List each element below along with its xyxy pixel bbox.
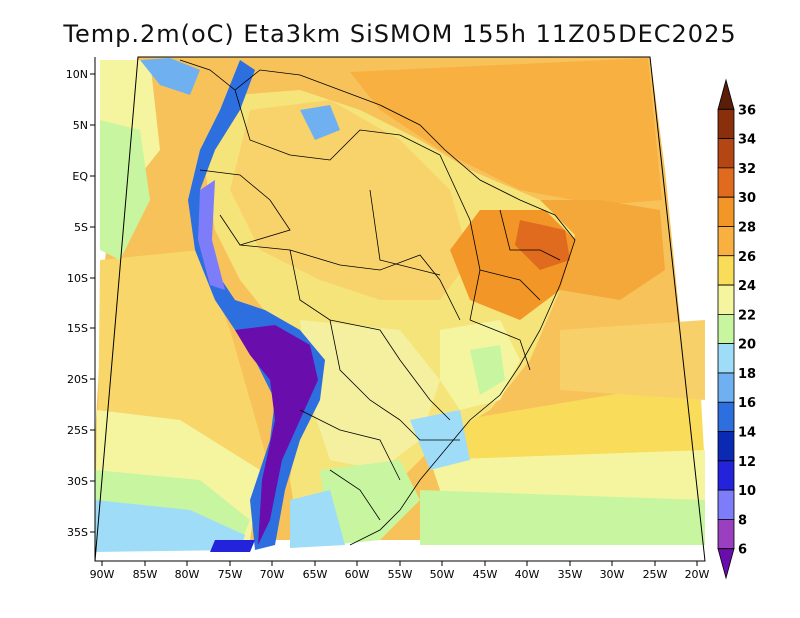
country-borders (179, 59, 576, 546)
colorbar-segment (717, 255, 735, 286)
colorbar-segment (717, 108, 735, 139)
colorbar-segment (717, 313, 735, 345)
longitude-axis: 90W 85W 80W 75W 70W 65W 60W 55W 50W 45W … (90, 561, 710, 581)
lon-label: 35W (558, 568, 583, 581)
lon-label: 90W (90, 568, 115, 581)
colorbar-segment (717, 460, 735, 491)
lon-label: 85W (133, 568, 158, 581)
lat-label: 25S (67, 424, 88, 437)
colorbar-segment (717, 196, 735, 227)
colorbar-label: 22 (738, 308, 756, 323)
colorbar-label: 12 (738, 455, 756, 470)
colorbar-segment (717, 401, 735, 432)
colorbar-label: 10 (738, 484, 756, 499)
lon-label: 70W (260, 568, 285, 581)
lon-label: 40W (515, 568, 540, 581)
colorbar-segment (717, 138, 735, 169)
lon-label: 80W (175, 568, 200, 581)
colorbar-label: 34 (738, 133, 756, 148)
colorbar-label: 16 (738, 396, 756, 411)
colorbar-segment (717, 548, 735, 580)
colorbar-label: 18 (738, 367, 756, 382)
map-field (95, 57, 705, 552)
lat-label: EQ (72, 170, 88, 183)
colorbar-label: 20 (738, 338, 756, 353)
lon-label: 65W (303, 568, 328, 581)
colorbar-segment (717, 226, 735, 257)
colorbar-segment (717, 431, 735, 462)
colorbar-label: 24 (738, 279, 756, 294)
lat-label: 30S (67, 475, 88, 488)
colorbar-label: 8 (738, 513, 747, 528)
lon-label: 55W (388, 568, 413, 581)
lon-label: 45W (473, 568, 498, 581)
lon-label: 50W (430, 568, 455, 581)
lat-label: 10S (67, 272, 88, 285)
lat-label: 15S (67, 322, 88, 335)
colorbar-label: 26 (738, 250, 756, 265)
colorbar: 36 34 32 30 28 26 24 22 20 18 16 14 12 10 8 6 (717, 78, 756, 580)
colorbar-segment (717, 78, 735, 110)
colorbar-segment (717, 519, 735, 550)
lon-label: 25W (643, 568, 668, 581)
colorbar-segment (717, 343, 735, 374)
lat-label: 5N (73, 119, 88, 132)
lat-label: 35S (67, 526, 88, 539)
colorbar-segment (717, 284, 735, 315)
lat-label: 20S (67, 373, 88, 386)
lat-label: 5S (74, 221, 88, 234)
colorbar-segment (717, 372, 735, 403)
lat-label: 10N (66, 68, 88, 81)
lon-label: 60W (345, 568, 370, 581)
lon-label: 75W (218, 568, 243, 581)
colorbar-label: 28 (738, 220, 756, 235)
colorbar-label: 30 (738, 191, 756, 206)
map-title: Temp.2m(oC) Eta3km SiSMOM 155h 11Z05DEC2… (63, 20, 737, 48)
colorbar-label: 36 (738, 103, 756, 118)
colorbar-label: 32 (738, 162, 756, 177)
colorbar-segment (717, 489, 735, 520)
lon-label: 20W (685, 568, 710, 581)
lon-label: 30W (600, 568, 625, 581)
colorbar-segment (717, 167, 735, 198)
colorbar-label: 14 (738, 426, 756, 441)
colorbar-label: 6 (738, 543, 747, 558)
latitude-axis: 10N 5N EQ 5S 10S 15S 20S 25S 30S 35S (66, 68, 95, 539)
